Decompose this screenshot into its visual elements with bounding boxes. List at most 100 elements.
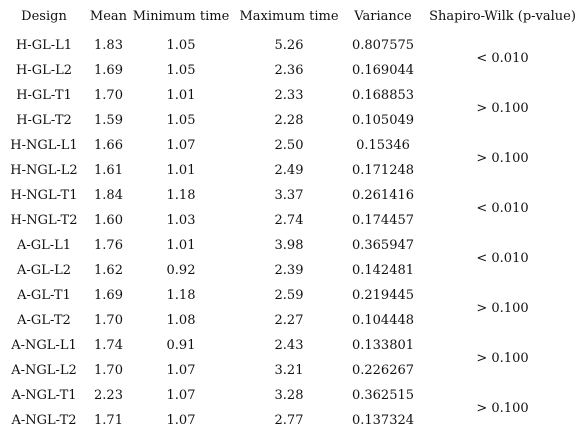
- cell-minimum-time: 1.01: [166, 238, 196, 253]
- cell-mean: 1.69: [94, 288, 123, 303]
- cell-design: A-NGL-L2: [11, 363, 77, 378]
- header-minimum-time: Minimum time: [132, 9, 230, 24]
- cell-design: H-GL-L1: [15, 38, 73, 53]
- cell-mean: 1.83: [94, 38, 123, 53]
- cell-variance: 0.15346: [356, 138, 410, 153]
- cell-mean: 1.70: [94, 88, 123, 103]
- cell-mean: 1.76: [94, 238, 123, 253]
- cell-mean: 2.23: [94, 388, 123, 403]
- table-row: H-GL-L1 1.83 1.05 5.26 0.807575 < 0.010: [0, 33, 584, 66]
- cell-shapiro-wilk: < 0.010: [476, 50, 529, 66]
- cell-shapiro-wilk: > 0.100: [476, 100, 529, 116]
- cell-variance: 0.142481: [351, 263, 415, 278]
- cell-design: H-NGL-L2: [10, 163, 78, 178]
- cell-design: A-NGL-T1: [11, 388, 77, 403]
- cell-shapiro-wilk: < 0.010: [476, 250, 529, 266]
- cell-maximum-time: 2.33: [274, 88, 304, 103]
- table-row: H-NGL-L2 1.61 1.01 2.49 0.171248: [0, 158, 584, 183]
- cell-maximum-time: 2.59: [274, 288, 304, 303]
- header-variance: Variance: [354, 9, 412, 24]
- cell-minimum-time: 1.05: [166, 38, 196, 53]
- cell-minimum-time: 1.07: [166, 138, 196, 153]
- table-row: A-NGL-L1 1.74 0.91 2.43 0.133801 > 0.100: [0, 333, 584, 366]
- cell-design: H-GL-L2: [15, 63, 73, 78]
- cell-mean: 1.84: [94, 188, 123, 203]
- cell-design: H-NGL-L1: [10, 138, 78, 153]
- table-row: H-GL-T2 1.59 1.05 2.28 0.105049: [0, 108, 584, 133]
- cell-maximum-time: 3.37: [274, 188, 304, 203]
- cell-mean: 1.66: [94, 138, 123, 153]
- cell-maximum-time: 2.43: [274, 338, 304, 353]
- table-body: H-GL-L1 1.83 1.05 5.26 0.807575 < 0.010 H-GL-L…: [0, 33, 584, 433]
- cell-shapiro-wilk: < 0.010: [476, 200, 529, 216]
- cell-minimum-time: 1.05: [166, 63, 196, 78]
- cell-shapiro-wilk: > 0.100: [476, 350, 529, 366]
- header-row: Design Mean Minimum time Maximum time Va…: [0, 0, 584, 33]
- cell-variance: 0.133801: [351, 338, 415, 353]
- cell-design: A-GL-L2: [16, 263, 72, 278]
- cell-minimum-time: 1.08: [166, 313, 196, 328]
- cell-variance: 0.174457: [351, 213, 415, 228]
- cell-design: A-GL-T2: [17, 313, 71, 328]
- cell-design: A-NGL-T2: [11, 413, 77, 428]
- cell-minimum-time: 1.07: [166, 363, 196, 378]
- cell-mean: 1.70: [94, 313, 123, 328]
- cell-maximum-time: 2.27: [274, 313, 304, 328]
- table-row: A-NGL-L2 1.70 1.07 3.21 0.226267: [0, 358, 584, 383]
- cell-design: H-GL-T2: [16, 113, 72, 128]
- cell-variance: 0.807575: [351, 38, 415, 53]
- cell-maximum-time: 3.98: [274, 238, 304, 253]
- table-row: H-NGL-L1 1.66 1.07 2.50 0.15346 > 0.100: [0, 133, 584, 166]
- cell-variance: 0.362515: [351, 388, 415, 403]
- header-shapiro-wilk: Shapiro-Wilk (p-value): [429, 9, 576, 24]
- cell-minimum-time: 1.07: [166, 388, 196, 403]
- cell-design: A-GL-T1: [17, 288, 71, 303]
- cell-minimum-time: 1.18: [166, 188, 196, 203]
- table-row: A-GL-L1 1.76 1.01 3.98 0.365947 < 0.010: [0, 233, 584, 266]
- header-design: Design: [21, 9, 67, 24]
- cell-maximum-time: 2.74: [274, 213, 304, 228]
- header-mean: Mean: [89, 9, 128, 24]
- cell-design: A-GL-L1: [16, 238, 72, 253]
- cell-design: H-NGL-T2: [10, 213, 78, 228]
- cell-maximum-time: 5.26: [274, 38, 304, 53]
- cell-maximum-time: 2.50: [274, 138, 304, 153]
- cell-design: H-NGL-T1: [10, 188, 78, 203]
- cell-maximum-time: 2.39: [274, 263, 304, 278]
- cell-mean: 1.62: [94, 263, 123, 278]
- table-header: Design Mean Minimum time Maximum time Va…: [0, 0, 584, 33]
- cell-maximum-time: 2.77: [274, 413, 304, 428]
- table-row: A-NGL-T1 2.23 1.07 3.28 0.362515 > 0.100: [0, 383, 584, 416]
- cell-mean: 1.69: [94, 63, 123, 78]
- cell-mean: 1.70: [94, 363, 123, 378]
- cell-variance: 0.226267: [351, 363, 415, 378]
- cell-variance: 0.104448: [351, 313, 415, 328]
- table-row: H-NGL-T2 1.60 1.03 2.74 0.174457: [0, 208, 584, 233]
- cell-minimum-time: 1.03: [166, 213, 196, 228]
- table-row: A-GL-L2 1.62 0.92 2.39 0.142481: [0, 258, 584, 283]
- cell-maximum-time: 2.36: [274, 63, 304, 78]
- cell-shapiro-wilk: > 0.100: [476, 300, 529, 316]
- table-row: A-GL-T2 1.70 1.08 2.27 0.104448: [0, 308, 584, 333]
- cell-minimum-time: 0.92: [166, 263, 196, 278]
- cell-mean: 1.59: [94, 113, 123, 128]
- cell-variance: 0.105049: [351, 113, 415, 128]
- cell-shapiro-wilk: > 0.100: [476, 400, 529, 416]
- cell-maximum-time: 3.28: [274, 388, 304, 403]
- cell-mean: 1.74: [94, 338, 123, 353]
- cell-design: H-GL-T1: [16, 88, 72, 103]
- cell-minimum-time: 1.01: [166, 163, 196, 178]
- cell-variance: 0.169044: [351, 63, 415, 78]
- header-maximum-time: Maximum time: [239, 9, 339, 24]
- cell-minimum-time: 1.05: [166, 113, 196, 128]
- table-row: H-NGL-T1 1.84 1.18 3.37 0.261416 < 0.010: [0, 183, 584, 216]
- cell-shapiro-wilk: > 0.100: [476, 150, 529, 166]
- table-row: A-NGL-T2 1.71 1.07 2.77 0.137324: [0, 408, 584, 433]
- cell-minimum-time: 0.91: [166, 338, 196, 353]
- cell-mean: 1.71: [94, 413, 123, 428]
- cell-maximum-time: 2.28: [274, 113, 304, 128]
- table-row: A-GL-T1 1.69 1.18 2.59 0.219445 > 0.100: [0, 283, 584, 316]
- table-row: H-GL-L2 1.69 1.05 2.36 0.169044: [0, 58, 584, 83]
- cell-variance: 0.365947: [351, 238, 415, 253]
